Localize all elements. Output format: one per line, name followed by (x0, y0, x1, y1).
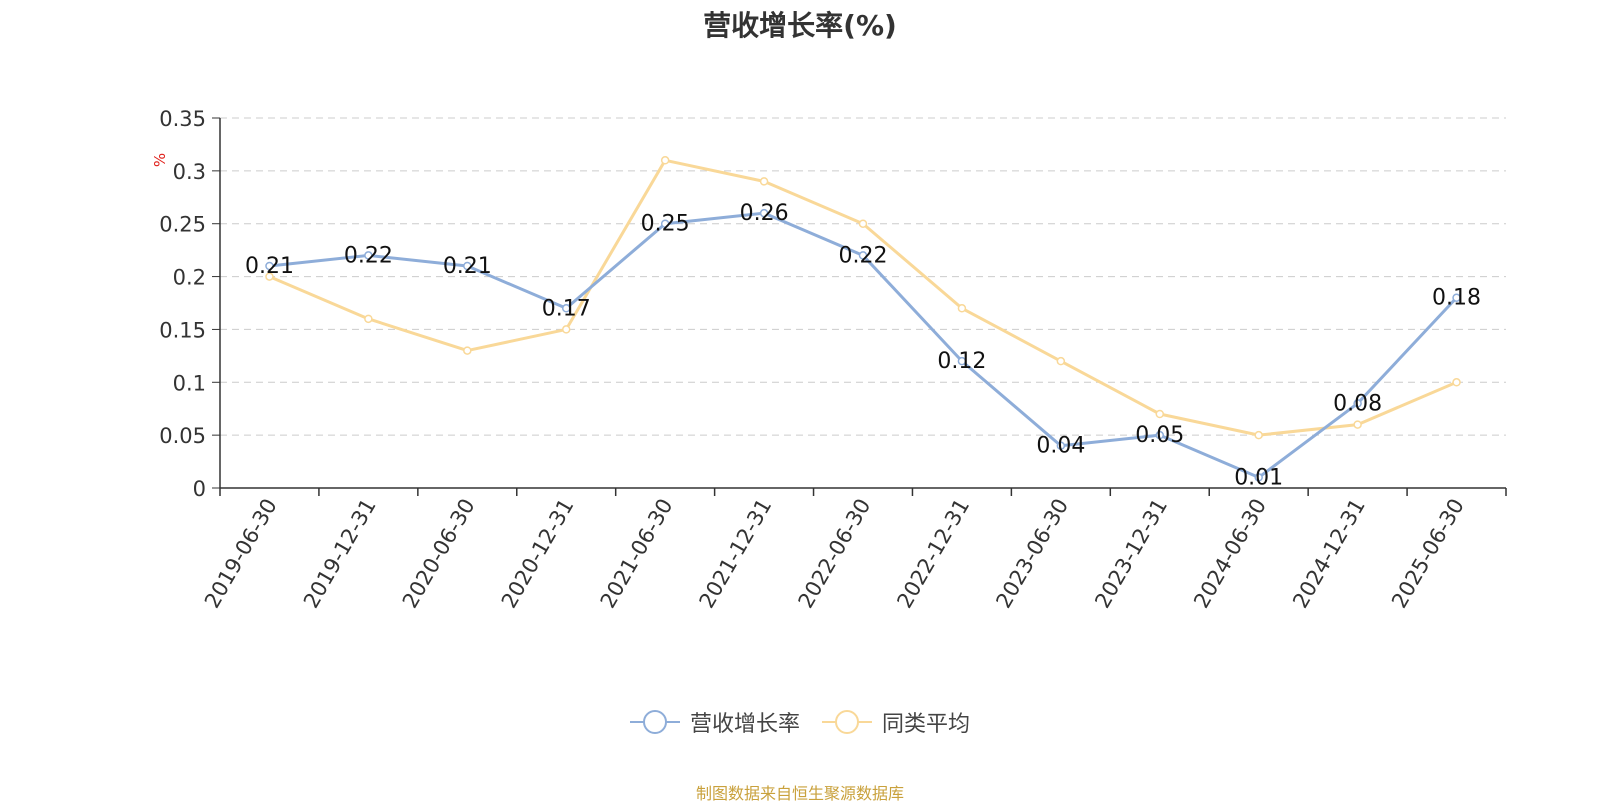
y-tick-label: 0.05 (159, 424, 206, 448)
data-label: 0.04 (1036, 434, 1085, 459)
data-point-1 (957, 304, 967, 313)
y-tick-label: 0.15 (159, 318, 206, 342)
y-tick-label: 0.35 (159, 107, 206, 131)
data-point-0 (1452, 293, 1461, 302)
data-label: 0.12 (937, 349, 986, 374)
data-label: 0.22 (839, 243, 888, 268)
data-point-1 (463, 346, 472, 355)
x-tick-label: 2019-12-31 (299, 495, 381, 613)
x-tick-label: 2020-06-30 (398, 495, 480, 613)
x-tick-label: 2021-06-30 (596, 495, 678, 613)
y-tick-label: 0 (193, 477, 206, 501)
x-tick-label: 2022-12-31 (892, 495, 974, 613)
data-point-0 (1353, 399, 1362, 408)
data-point-0 (364, 251, 373, 260)
data-point-0 (1254, 473, 1263, 482)
data-point-1 (759, 177, 769, 186)
data-label: 0.18 (1432, 286, 1481, 311)
data-label: 0.05 (1135, 423, 1184, 448)
data-point-0 (1056, 441, 1066, 450)
data-point-1 (1452, 378, 1461, 387)
y-tick-label: 0.25 (159, 213, 206, 237)
x-tick-label: 2023-06-30 (991, 495, 1073, 613)
data-point-0 (561, 304, 571, 313)
data-point-1 (1155, 409, 1165, 419)
data-point-1 (858, 219, 868, 228)
data-label: 0.25 (641, 212, 690, 237)
data-label: 0.01 (1234, 465, 1283, 490)
data-label: 0.22 (344, 243, 393, 268)
data-point-0 (1155, 430, 1165, 440)
data-point-0 (957, 356, 967, 366)
legend-marker-icon (629, 707, 680, 737)
data-point-1 (265, 272, 274, 281)
data-point-0 (463, 261, 472, 271)
data-label: 0.26 (740, 201, 789, 226)
data-point-0 (660, 219, 670, 228)
legend: 营收增长率 同类平均 (0, 706, 1600, 738)
x-tick-label: 2019-06-30 (200, 495, 282, 613)
data-label: 0.21 (245, 254, 294, 279)
data-point-1 (1254, 430, 1263, 440)
y-tick-label: 0.2 (173, 266, 206, 290)
data-point-1 (1056, 356, 1066, 366)
x-tick-label: 2022-06-30 (794, 495, 876, 613)
data-point-1 (364, 314, 373, 324)
legend-item-series-1[interactable]: 同类平均 (822, 706, 970, 738)
x-tick-label: 2024-12-31 (1288, 495, 1370, 613)
legend-label: 营收增长率 (689, 712, 800, 737)
legend-marker-icon (822, 707, 872, 737)
data-label: 0.17 (542, 296, 591, 321)
x-tick-label: 2020-12-31 (497, 495, 579, 613)
x-tick-label: 2024-06-30 (1189, 495, 1271, 613)
series-line-1 (268, 158, 1458, 437)
data-point-1 (660, 156, 670, 165)
y-tick-label: 0.1 (173, 371, 206, 395)
source-note: 制图数据来自恒生聚源数据库 (695, 784, 904, 803)
legend-item-series-0[interactable]: 营收增长率 (629, 706, 800, 738)
data-label: 0.08 (1333, 391, 1382, 416)
y-axis-label: % (151, 153, 169, 167)
data-point-1 (1353, 420, 1362, 429)
data-point-0 (265, 261, 274, 271)
legend-label: 同类平均 (882, 712, 971, 737)
x-tick-label: 2025-06-30 (1387, 495, 1469, 613)
data-point-0 (759, 208, 769, 218)
data-label: 0.21 (443, 254, 492, 279)
chart-title: 营收增长率(%) (703, 9, 897, 42)
y-tick-label: 0.3 (173, 160, 206, 184)
data-point-1 (561, 325, 571, 334)
data-point-0 (858, 251, 868, 260)
x-tick-label: 2021-12-31 (695, 495, 777, 613)
x-tick-label: 2023-12-31 (1090, 495, 1172, 613)
